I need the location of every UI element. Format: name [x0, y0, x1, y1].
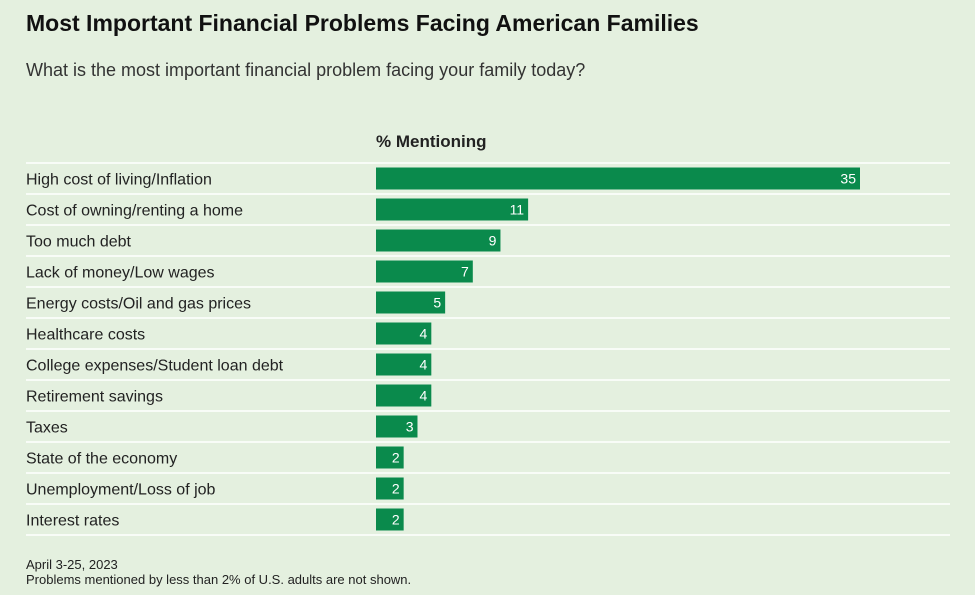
bar: [376, 198, 529, 221]
category-label: Taxes: [26, 420, 68, 437]
bar: [376, 477, 404, 500]
bar: [376, 415, 418, 438]
category-label: High cost of living/Inflation: [26, 172, 212, 189]
chart-title: Most Important Financial Problems Facing…: [26, 10, 699, 36]
category-label: State of the economy: [26, 451, 177, 468]
category-label: Cost of owning/renting a home: [26, 203, 243, 220]
category-label: Retirement savings: [26, 389, 163, 406]
bar: [376, 322, 432, 345]
bar-value-label: 2: [392, 512, 400, 528]
category-label: College expenses/Student loan debt: [26, 358, 284, 375]
bar-value-label: 4: [420, 388, 428, 404]
bar: [376, 291, 446, 314]
category-label: Too much debt: [26, 234, 132, 251]
bar-value-label: 35: [840, 171, 856, 187]
category-label: Energy costs/Oil and gas prices: [26, 296, 251, 313]
bar: [376, 384, 432, 407]
bar: [376, 260, 473, 283]
bar-value-label: 5: [433, 295, 441, 311]
survey-date: April 3-25, 2023: [26, 557, 118, 572]
bar-value-label: 7: [461, 264, 469, 280]
bar: [376, 167, 860, 190]
category-label: Unemployment/Loss of job: [26, 482, 216, 499]
bar-value-label: 2: [392, 481, 400, 497]
bar-value-label: 4: [420, 326, 428, 342]
bar-value-label: 4: [420, 357, 428, 373]
bar-value-label: 3: [406, 419, 414, 435]
bar-value-label: 9: [489, 233, 497, 249]
chart-subtitle: What is the most important financial pro…: [26, 60, 586, 80]
bar-value-label: 11: [510, 202, 525, 218]
category-label: Lack of money/Low wages: [26, 265, 215, 282]
bar: [376, 508, 404, 531]
bar: [376, 353, 432, 376]
bar: [376, 446, 404, 469]
value-column-header: % Mentioning: [376, 132, 487, 151]
chart-footer: April 3-25, 2023 Problems mentioned by l…: [26, 557, 411, 587]
bar-value-label: 2: [392, 450, 400, 466]
footnote: Problems mentioned by less than 2% of U.…: [26, 572, 412, 587]
bar: [376, 229, 501, 252]
category-label: Healthcare costs: [26, 327, 145, 344]
category-label: Interest rates: [26, 513, 119, 530]
